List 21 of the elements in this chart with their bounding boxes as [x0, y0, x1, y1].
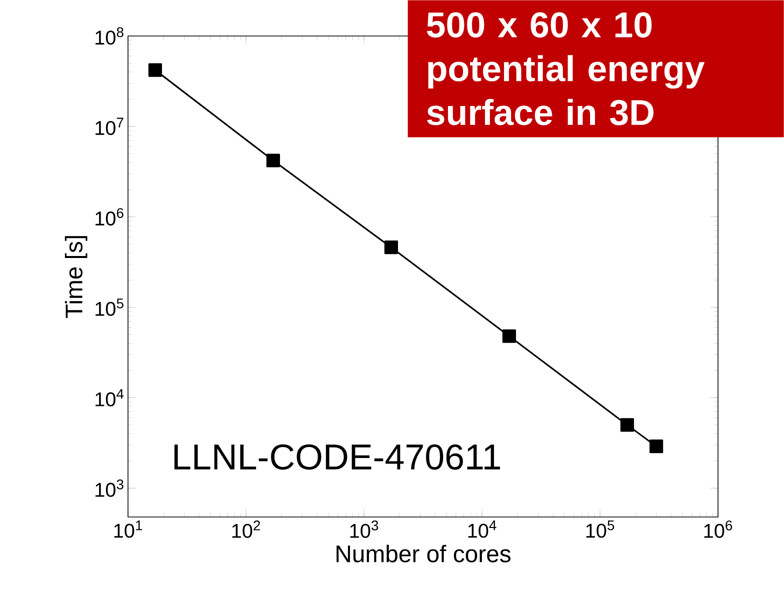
- x-tick-label: 10$^{1}$: [114, 520, 142, 538]
- point: [148, 63, 162, 77]
- y-tick-label: 10$^{7}$: [96, 118, 124, 136]
- point: [266, 154, 280, 168]
- x-tick-label: 10$^{2}$: [232, 520, 260, 538]
- y-axis-title: Time [s]: [64, 236, 88, 318]
- annotation: LLNL-CODE-470611: [174, 444, 500, 470]
- y-tick-label: 10$^{8}$: [96, 27, 124, 45]
- point: [384, 240, 398, 254]
- point: [502, 329, 516, 343]
- y-tick-label: 10$^{6}$: [96, 208, 124, 226]
- point: [620, 418, 634, 432]
- x-tick-label: 10$^{6}$: [704, 520, 732, 538]
- y-tick-label: 10$^{5}$: [96, 298, 124, 316]
- x-tick-label: 10$^{4}$: [468, 520, 496, 538]
- x-tick-label: 10$^{3}$: [350, 520, 378, 538]
- x-tick-label: 10$^{5}$: [586, 520, 614, 538]
- annotation: 500 x 60 x 10 potential energy surface in 3D: [426, 12, 705, 126]
- y-tick-label: 10$^{3}$: [96, 479, 124, 497]
- x-axis-title: Number of cores: [336, 544, 510, 562]
- y-tick-label: 10$^{4}$: [96, 389, 124, 406]
